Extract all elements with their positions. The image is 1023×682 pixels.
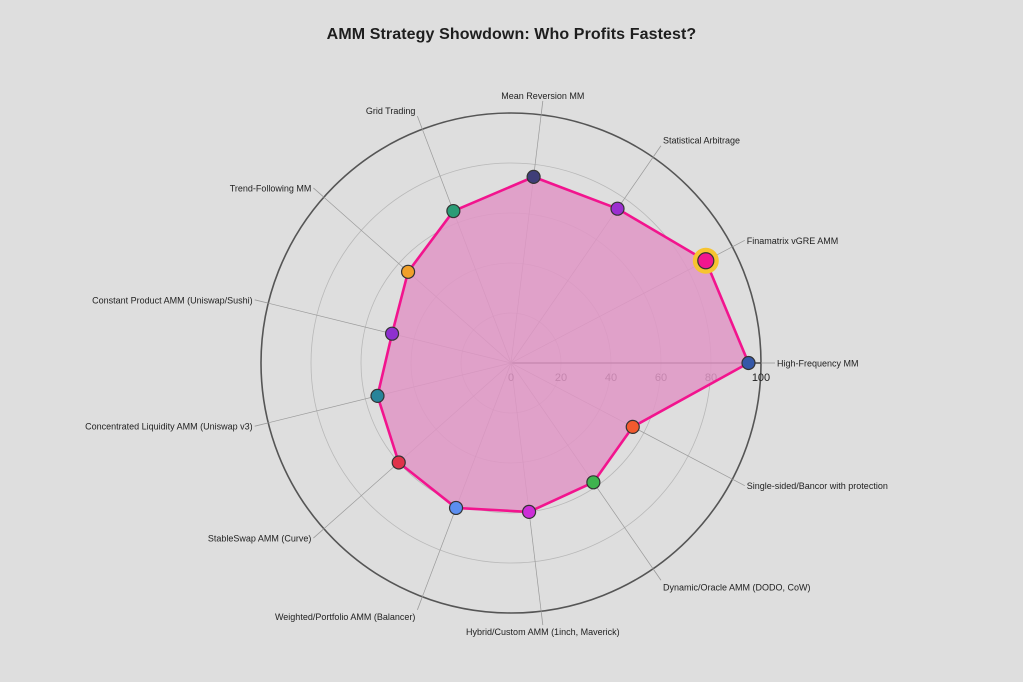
label-leader-line	[540, 100, 544, 115]
category-label: Hybrid/Custom AMM (1inch, Maverick)	[466, 627, 620, 637]
category-label: Statistical Arbitrage	[663, 136, 740, 146]
label-leader-line	[254, 299, 269, 304]
data-point	[521, 504, 537, 520]
data-point	[391, 455, 406, 470]
category-label: StableSwap AMM (Curve)	[208, 534, 312, 544]
data-point	[741, 355, 756, 371]
label-leader-line	[417, 116, 423, 130]
data-point	[384, 326, 400, 341]
category-label: Weighted/Portfolio AMM (Balancer)	[275, 612, 415, 622]
data-point	[586, 475, 601, 490]
data-point	[400, 264, 416, 279]
label-leader-line	[540, 611, 544, 626]
category-label: Constant Product AMM (Uniswap/Sushi)	[92, 295, 253, 305]
radial-tick-label: 100	[752, 372, 770, 384]
category-label: Finamatrix vGRE AMM	[747, 236, 839, 246]
data-point	[697, 252, 715, 270]
label-leader-line	[732, 239, 745, 248]
category-label: Trend-Following MM	[230, 183, 312, 193]
label-leader-line	[417, 596, 423, 610]
category-label: Concentrated Liquidity AMM (Uniswap v3)	[85, 422, 253, 432]
series-area	[376, 175, 750, 514]
data-point	[448, 500, 464, 516]
data-point	[526, 169, 541, 184]
category-label: Single-sided/Bancor with protection	[747, 481, 888, 491]
data-point	[370, 388, 385, 404]
category-label: Dynamic/Oracle AMM (DODO, CoW)	[663, 582, 811, 592]
category-label: High-Frequency MM	[777, 359, 859, 369]
data-point	[446, 203, 461, 219]
label-leader-line	[313, 528, 325, 539]
label-leader-line	[254, 422, 269, 427]
category-label: Grid Trading	[366, 106, 416, 116]
chart-title: AMM Strategy Showdown: Who Profits Faste…	[326, 26, 697, 43]
label-leader-line	[652, 145, 662, 158]
data-point	[625, 419, 640, 434]
label-leader-line	[652, 568, 662, 581]
data-point	[610, 201, 625, 216]
label-leader-line	[313, 187, 325, 198]
category-label: Mean Reversion MM	[501, 91, 584, 101]
label-leader-line	[732, 478, 745, 487]
